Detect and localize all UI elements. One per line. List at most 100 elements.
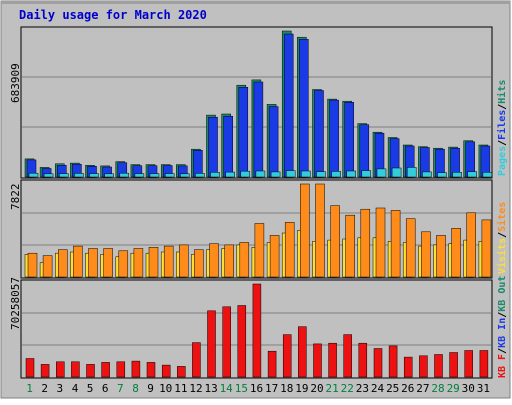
pages-bar — [89, 173, 99, 178]
legend-entry: / — [497, 312, 508, 318]
x-tick-label: 2 — [41, 382, 48, 395]
x-tick-label: 16 — [250, 382, 263, 395]
x-tick-label: 8 — [132, 382, 139, 395]
sites-bar — [209, 243, 219, 278]
x-tick-label: 3 — [56, 382, 63, 395]
x-tick-label: 23 — [356, 382, 369, 395]
kbytes-bar — [101, 362, 110, 378]
legend-entry: Hits — [496, 80, 508, 104]
chart-title: Daily usage for March 2020 — [19, 8, 207, 22]
sites-bar — [103, 248, 113, 278]
kbytes-bar — [419, 355, 428, 378]
x-tick-label: 17 — [265, 382, 278, 395]
pages-bar — [346, 170, 356, 178]
top-ymax-label: 683909 — [9, 63, 22, 103]
pages-bar — [285, 170, 296, 178]
x-tick-label: 29 — [447, 382, 460, 395]
x-tick-label: 28 — [431, 382, 444, 395]
kbytes-bar — [388, 345, 398, 378]
files-bar — [344, 102, 354, 178]
kbytes-bar — [146, 362, 156, 378]
outer-top-edge — [1, 1, 510, 4]
kbytes-bar — [252, 283, 262, 378]
bottom-legend: KB F/KB In/KB Out — [497, 276, 508, 378]
x-tick-label: 7 — [117, 382, 124, 395]
x-tick-label: 9 — [147, 382, 154, 395]
x-tick-label: 10 — [159, 382, 172, 395]
legend-entry: / — [497, 348, 508, 354]
pages-bar — [270, 171, 281, 178]
sites-bar — [133, 248, 144, 278]
kbytes-bar — [40, 364, 50, 378]
legend-entry: / — [497, 140, 508, 146]
pages-bar — [28, 172, 39, 178]
x-tick-label: 20 — [310, 382, 323, 395]
pages-bar — [316, 171, 326, 178]
kbytes-bar — [358, 342, 368, 378]
sites-bar — [481, 219, 492, 278]
pages-bar — [74, 173, 84, 178]
kbytes-bar — [86, 364, 95, 378]
x-tick-label: 6 — [102, 382, 109, 395]
pages-bar — [43, 173, 54, 178]
legend-entry: Visits — [496, 238, 508, 274]
x-tick-label: 5 — [87, 382, 94, 395]
kbytes-bar — [71, 361, 80, 378]
legend-entry: Files — [496, 110, 508, 140]
pages-bar — [301, 170, 311, 178]
sites-bar — [239, 242, 250, 278]
top-legend: Pages/Files/Hits — [496, 80, 508, 176]
legend-entry: KB Out — [497, 276, 508, 312]
x-tick-label: 1 — [26, 382, 33, 395]
x-tick-label: 13 — [204, 382, 217, 395]
kbytes-bar — [403, 356, 413, 378]
pages-bar — [406, 167, 417, 178]
pages-bar — [361, 170, 372, 178]
kbytes-bar — [282, 334, 292, 378]
pages-bar — [119, 172, 130, 178]
legend-entry: / — [497, 104, 508, 110]
x-tick-label: 18 — [280, 382, 293, 395]
pages-bar — [149, 173, 160, 178]
sites-bar — [466, 212, 476, 278]
kbytes-bar — [464, 350, 473, 378]
x-tick-label: 4 — [72, 382, 79, 395]
sites-bar — [179, 244, 189, 278]
pages-bar — [482, 172, 493, 178]
pages-bar — [195, 173, 205, 178]
sites-bar — [436, 235, 446, 278]
sites-bar — [345, 214, 355, 278]
pages-bar — [180, 173, 190, 178]
pages-bar — [422, 171, 432, 178]
legend-entry: Pages — [497, 146, 508, 176]
sites-bar — [330, 205, 340, 278]
sites-bar — [254, 223, 265, 278]
kbytes-bar — [192, 342, 201, 378]
files-bar — [208, 116, 218, 178]
kbytes-bar — [479, 350, 489, 378]
files-bar — [238, 87, 249, 178]
kbytes-bar — [313, 343, 322, 378]
pages-bar — [255, 170, 266, 178]
sites-bar — [194, 249, 204, 278]
sites-bar — [73, 245, 83, 278]
sites-bar — [27, 252, 38, 278]
bar-marks — [24, 30, 493, 378]
kbytes-bar — [222, 306, 231, 378]
sites-bar — [315, 183, 325, 278]
kbytes-bar — [434, 354, 443, 378]
kbytes-bar — [267, 350, 277, 378]
sites-bar — [118, 250, 129, 278]
sites-bar — [451, 228, 461, 278]
pages-bar — [391, 167, 402, 178]
pages-bar — [104, 173, 114, 178]
pages-bar — [59, 173, 69, 178]
pages-bar — [240, 170, 251, 178]
x-tick-label: 14 — [220, 382, 234, 395]
x-tick-label: 19 — [295, 382, 308, 395]
pages-bar — [164, 173, 175, 178]
pages-bar — [134, 173, 145, 178]
sites-bar — [284, 222, 295, 278]
